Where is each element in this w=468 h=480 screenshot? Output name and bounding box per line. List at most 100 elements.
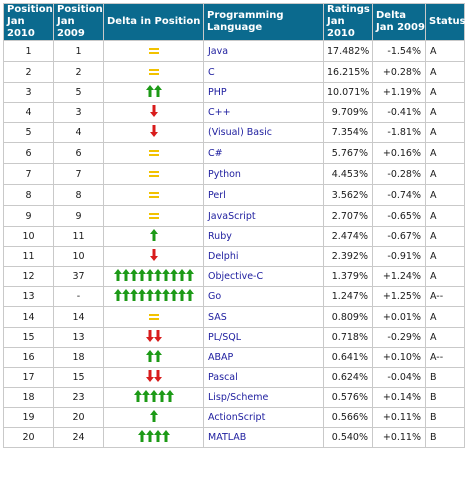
cell-status: A <box>425 122 465 143</box>
cell-status: A <box>425 61 465 83</box>
cell-rating: 16.215% <box>323 61 373 83</box>
cell-position-2010: 18 <box>3 387 54 408</box>
cell-position-2009: 6 <box>53 142 104 164</box>
cell-position-2010: 20 <box>3 427 54 448</box>
table-row: 3 5 PHP 10.071% +1.19% A <box>3 82 465 103</box>
cell-delta: +1.19% <box>372 82 426 103</box>
cell-language: Go <box>203 286 324 307</box>
cell-delta-position <box>103 266 204 287</box>
arrow-up-icon <box>141 390 150 402</box>
cell-position-2010: 2 <box>3 61 54 83</box>
arrow-up-icon <box>145 289 154 301</box>
cell-position-2009: 2 <box>53 61 104 83</box>
arrow-up-icon <box>169 269 178 281</box>
table-row: 16 18 ABAP 0.641% +0.10% A-- <box>3 347 465 368</box>
cell-rating: 17.482% <box>323 40 373 62</box>
table-row: 20 24 MATLAB 0.540% +0.11% B <box>3 427 465 448</box>
cell-language: Java <box>203 40 324 62</box>
cell-language: ABAP <box>203 347 324 368</box>
cell-delta: -0.74% <box>372 184 426 206</box>
header-position-2010: Position Jan 2010 <box>3 3 54 41</box>
cell-rating: 0.624% <box>323 367 373 388</box>
cell-position-2009: 23 <box>53 387 104 408</box>
cell-delta: +1.25% <box>372 286 426 307</box>
cell-language: Pascal <box>203 367 324 388</box>
cell-rating: 9.709% <box>323 102 373 123</box>
trend-icons <box>133 390 174 402</box>
cell-status: B <box>425 427 465 448</box>
cell-delta: +0.11% <box>372 427 426 448</box>
cell-delta: -0.41% <box>372 102 426 123</box>
trend-icons <box>148 191 159 198</box>
cell-position-2009: 13 <box>53 327 104 348</box>
arrow-up-icon <box>149 410 158 422</box>
cell-rating: 7.354% <box>323 122 373 143</box>
table-row: 4 3 C++ 9.709% -0.41% A <box>3 102 465 123</box>
header-row: Position Jan 2010 Position Jan 2009 Delta … <box>3 3 466 41</box>
cell-delta-position <box>103 306 204 328</box>
cell-status: A <box>425 163 465 185</box>
cell-delta-position <box>103 205 204 227</box>
table-row: 13- Go 1.247% +1.25% A-- <box>3 286 465 307</box>
arrow-up-icon <box>149 390 158 402</box>
cell-status: A <box>425 266 465 287</box>
trend-icons <box>148 170 159 177</box>
cell-position-2009: 9 <box>53 205 104 227</box>
cell-rating: 0.641% <box>323 347 373 368</box>
cell-delta-position <box>103 286 204 307</box>
trend-icons <box>148 149 159 156</box>
trend-icons <box>148 47 159 54</box>
cell-language: Objective-C <box>203 266 324 287</box>
table-row: 8 8 Perl 3.562% -0.74% A <box>3 184 465 206</box>
unchanged-icon <box>148 47 159 54</box>
trend-icons <box>145 370 162 382</box>
cell-position-2009: 8 <box>53 184 104 206</box>
unchanged-icon <box>148 149 159 156</box>
arrow-up-icon <box>185 289 194 301</box>
cell-language: C# <box>203 142 324 164</box>
trend-icons <box>145 85 162 97</box>
arrow-up-icon <box>129 289 138 301</box>
table-row: 6 6 C# 5.767% +0.16% A <box>3 142 465 164</box>
table-row: 17 15 Pascal 0.624% -0.04% B <box>3 367 465 388</box>
cell-rating: 0.576% <box>323 387 373 408</box>
cell-language: Ruby <box>203 226 324 247</box>
cell-status: A <box>425 306 465 328</box>
header-language: Programming Language <box>203 3 324 41</box>
cell-delta: -0.65% <box>372 205 426 227</box>
arrow-up-icon <box>137 289 146 301</box>
cell-delta-position <box>103 82 204 103</box>
cell-delta-position <box>103 40 204 62</box>
cell-position-2009: 24 <box>53 427 104 448</box>
arrow-up-icon <box>169 289 178 301</box>
cell-delta-position <box>103 163 204 185</box>
arrow-up-icon <box>157 390 166 402</box>
arrow-up-icon <box>137 430 146 442</box>
cell-language: Delphi <box>203 246 324 267</box>
header-delta-position: Delta in Position <box>103 3 204 41</box>
trend-icons <box>148 68 159 75</box>
trend-icons <box>148 212 159 219</box>
cell-language: (Visual) Basic <box>203 122 324 143</box>
cell-position-2010: 17 <box>3 367 54 388</box>
trend-icons <box>149 249 158 261</box>
cell-position-2009: 37 <box>53 266 104 287</box>
arrow-up-icon <box>145 269 154 281</box>
cell-rating: 2.392% <box>323 246 373 267</box>
arrow-down-icon <box>149 105 158 117</box>
arrow-up-icon <box>121 289 130 301</box>
cell-position-2010: 10 <box>3 226 54 247</box>
trend-icons <box>145 350 162 362</box>
arrow-up-icon <box>145 85 154 97</box>
ranking-table-container: Position Jan 2010 Position Jan 2009 Delta … <box>3 3 466 448</box>
cell-delta-position <box>103 102 204 123</box>
arrow-down-icon <box>153 370 162 382</box>
cell-position-2010: 19 <box>3 407 54 428</box>
table-row: 2 2 C 16.215% +0.28% A <box>3 61 465 83</box>
arrow-up-icon <box>161 430 170 442</box>
cell-position-2009: 14 <box>53 306 104 328</box>
trend-icons <box>148 313 159 320</box>
cell-rating: 4.453% <box>323 163 373 185</box>
arrow-up-icon <box>177 289 186 301</box>
arrow-up-icon <box>153 289 162 301</box>
